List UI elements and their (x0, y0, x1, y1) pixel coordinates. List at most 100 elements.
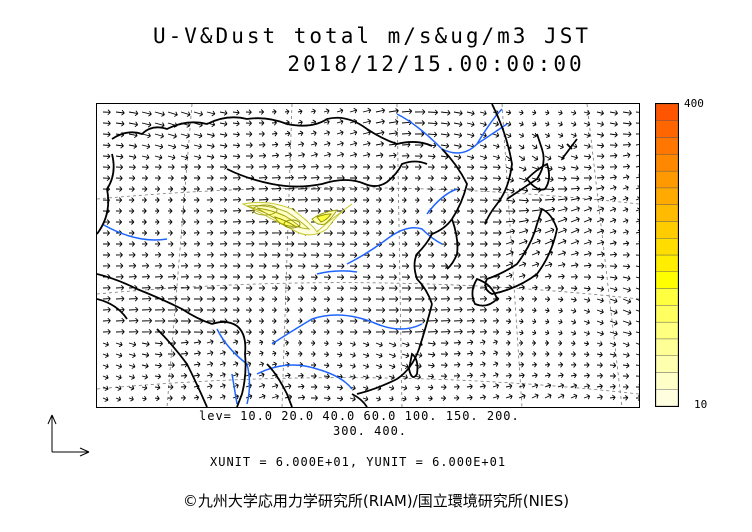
wind-arrow (167, 251, 175, 258)
wind-arrow (609, 142, 618, 149)
wind-arrow (310, 196, 321, 203)
wind-arrow (401, 395, 407, 402)
wind-arrow (544, 261, 553, 268)
wind-arrow (531, 261, 540, 267)
wind-arrow (154, 133, 164, 139)
wind-arrow (570, 195, 580, 202)
color-scale-step (656, 170, 678, 189)
wind-arrow (245, 240, 255, 247)
wind-arrow (622, 196, 629, 202)
wind-arrow (155, 197, 160, 203)
wind-arrow (440, 295, 451, 302)
wind-arrow (440, 252, 448, 258)
wind-arrow (284, 285, 291, 291)
wind-arrow (154, 230, 160, 236)
wind-arrow (518, 273, 526, 279)
wind-arrow (115, 241, 123, 247)
wind-arrow (362, 352, 370, 359)
wind-arrow (453, 328, 463, 335)
wind-arrow (427, 351, 436, 358)
wind-arrow (258, 163, 267, 170)
wind-arrow (362, 241, 370, 248)
wind-arrow (466, 175, 475, 182)
wind-arrow (492, 132, 500, 138)
wind-arrow (180, 372, 188, 379)
wind-arrow (557, 132, 564, 138)
wind-arrow (375, 329, 386, 335)
wind-arrow (479, 394, 486, 400)
color-scale-step (656, 389, 678, 406)
wind-arrow (518, 166, 527, 172)
wind-arrow (388, 274, 397, 281)
wind-arrow (180, 164, 188, 170)
wind-arrow (206, 143, 215, 149)
wind-arrow (453, 384, 460, 390)
wind-arrow (271, 296, 278, 302)
wind-arrow (362, 296, 372, 303)
wind-arrow (505, 218, 516, 224)
wind-arrow (167, 362, 175, 368)
wind-arrow (440, 110, 451, 116)
wind-arrow (596, 195, 605, 202)
wind-arrow (232, 153, 241, 160)
wind-arrow (103, 241, 111, 247)
wind-arrow (141, 363, 149, 369)
wind-arrow (219, 240, 228, 247)
wind-arrow (115, 295, 125, 302)
wind-arrow (245, 307, 252, 313)
contour-levels-line1: lev= 10.0 20.0 40.0 60.0 100. 150. 200. (199, 409, 520, 423)
wind-arrow (297, 351, 303, 357)
wind-arrow (414, 109, 426, 115)
wind-arrow (479, 339, 486, 345)
wind-arrow (323, 230, 333, 236)
wind-arrow (545, 340, 549, 346)
wind-arrow (570, 340, 576, 347)
wind-arrow (635, 111, 639, 113)
wind-arrow (349, 374, 356, 380)
wind-arrow (128, 197, 135, 203)
wind-arrow (427, 373, 435, 380)
wind-arrow (258, 285, 266, 291)
wind-arrow (492, 186, 502, 193)
wind-arrow (440, 306, 451, 313)
wind-arrow (609, 195, 617, 202)
wind-arrow (505, 295, 512, 302)
wind-arrow (622, 218, 629, 224)
wind-arrow (180, 230, 187, 236)
wind-arrow (401, 175, 408, 181)
wind-arrow (141, 132, 151, 139)
wind-arrow (402, 296, 412, 302)
wind-arrow (583, 217, 592, 223)
wind-arrow (310, 163, 319, 170)
wind-arrow (180, 208, 186, 214)
wind-arrow (167, 175, 174, 181)
wind-arrow (115, 328, 125, 335)
wind-arrow (284, 307, 290, 313)
wind-arrow (128, 396, 134, 402)
wind-arrow (141, 317, 153, 324)
wind-arrow (245, 109, 252, 116)
wind-arrow (466, 110, 475, 116)
color-scale-step (656, 238, 678, 256)
wind-arrow (167, 143, 177, 150)
wind-arrow (336, 230, 346, 236)
wind-arrow (414, 219, 420, 225)
wind-arrow (323, 329, 330, 335)
wind-arrow (141, 384, 148, 391)
wind-arrow (141, 262, 150, 269)
wind-arrow (193, 296, 203, 302)
wind-arrow (440, 175, 448, 181)
wind-arrow (428, 274, 436, 280)
wind-arrow (219, 132, 228, 138)
wind-arrow (271, 350, 277, 357)
wind-arrow (440, 121, 451, 127)
wind-arrow (427, 186, 434, 192)
wind-arrow (635, 353, 639, 356)
wind-arrow (518, 372, 525, 379)
wind-arrow (596, 228, 605, 234)
wind-arrow (167, 306, 179, 313)
wind-arrow (167, 208, 173, 214)
wind-arrow (505, 351, 511, 357)
wind-arrow (557, 330, 563, 336)
wind-arrow (102, 306, 111, 313)
